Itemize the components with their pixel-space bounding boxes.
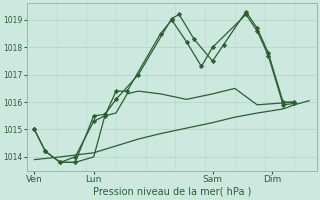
X-axis label: Pression niveau de la mer( hPa ): Pression niveau de la mer( hPa ) [92,187,251,197]
